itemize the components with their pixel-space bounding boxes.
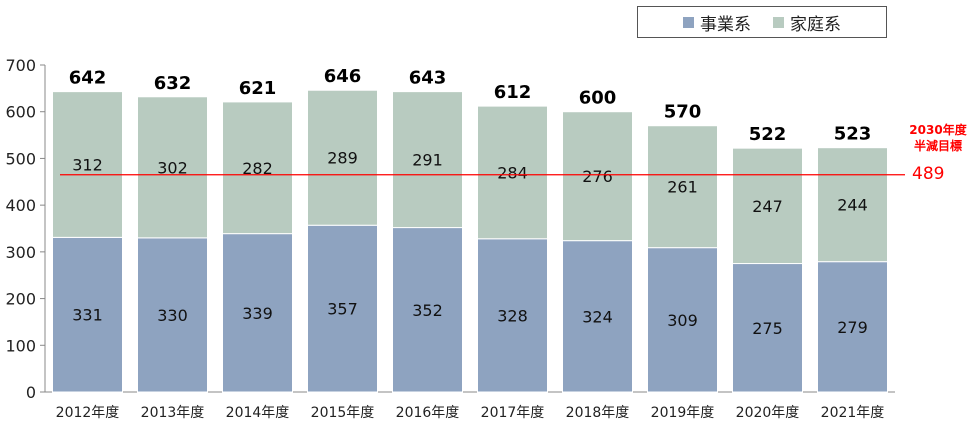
- bar-business: [562, 240, 633, 393]
- bar-household: [392, 91, 463, 229]
- x-tick-label: 2020年度: [736, 405, 800, 421]
- x-tick-label: 2021年度: [821, 405, 885, 421]
- data-label-total: 570: [664, 102, 702, 123]
- bar-household: [52, 91, 123, 238]
- data-label-total: 646: [324, 66, 362, 87]
- data-label-business: 324: [582, 307, 613, 326]
- legend-label-household: 家庭系: [790, 14, 841, 35]
- bar-business: [307, 224, 378, 393]
- y-tick-label: 600: [5, 103, 36, 122]
- data-label-total: 642: [69, 68, 107, 89]
- x-tick-label: 2013年度: [141, 405, 205, 421]
- y-tick-label: 100: [5, 336, 36, 355]
- x-tick-label: 2018年度: [566, 405, 630, 421]
- x-tick-label: 2012年度: [56, 405, 120, 421]
- bar-household: [732, 147, 803, 265]
- bar-business: [222, 233, 293, 393]
- bar-household: [647, 125, 718, 249]
- bar-business: [477, 238, 548, 393]
- data-label-business: 331: [72, 306, 103, 325]
- legend-swatch-business: [683, 16, 694, 28]
- legend-swatch-household: [773, 16, 784, 28]
- data-label-household: 302: [157, 158, 188, 177]
- data-label-business: 339: [242, 304, 273, 323]
- data-label-total: 523: [834, 124, 872, 145]
- data-label-business: 275: [752, 319, 783, 338]
- data-label-business: 279: [837, 318, 868, 337]
- legend-label-business: 事業系: [700, 14, 751, 35]
- data-label-total: 600: [579, 88, 617, 109]
- data-label-total: 522: [749, 124, 787, 145]
- legend-item-household: 家庭系: [773, 10, 841, 35]
- y-tick-label: 700: [5, 56, 36, 75]
- data-label-business: 352: [412, 301, 443, 320]
- y-tick-label: 200: [5, 290, 36, 309]
- y-tick-label: 0: [26, 383, 36, 402]
- bar-household: [222, 101, 293, 235]
- y-tick-label: 300: [5, 243, 36, 262]
- data-label-total: 632: [154, 73, 192, 94]
- data-label-household: 312: [72, 156, 103, 175]
- data-label-household: 276: [582, 167, 613, 186]
- bar-household: [817, 147, 888, 263]
- x-tick-label: 2015年度: [311, 405, 375, 421]
- x-tick-label: 2019年度: [651, 405, 715, 421]
- data-label-household: 282: [242, 159, 273, 178]
- data-label-household: 284: [497, 163, 528, 182]
- bar-business: [392, 227, 463, 393]
- bar-household: [137, 96, 208, 239]
- target-value-label: 489: [912, 164, 945, 184]
- bar-household: [562, 111, 633, 242]
- bar-business: [647, 247, 718, 393]
- data-label-total: 621: [239, 78, 277, 99]
- target-label-line2: 半減目標: [913, 139, 962, 153]
- data-label-total: 612: [494, 82, 532, 103]
- target-annotation: 2030年度 半減目標: [903, 122, 973, 154]
- y-tick-label: 500: [5, 149, 36, 168]
- x-tick-label: 2014年度: [226, 405, 290, 421]
- legend-item-business: 事業系: [683, 10, 751, 35]
- data-label-business: 328: [497, 306, 528, 325]
- bar-household: [307, 89, 378, 226]
- data-label-household: 291: [412, 151, 443, 170]
- y-tick-label: 400: [5, 196, 36, 215]
- data-label-household: 261: [667, 178, 698, 197]
- bar-household: [477, 105, 548, 240]
- bar-business: [732, 263, 803, 393]
- data-label-household: 247: [752, 197, 783, 216]
- bar-business: [817, 261, 888, 393]
- data-label-household: 244: [837, 196, 868, 215]
- data-label-business: 330: [157, 306, 188, 325]
- legend: 事業系 家庭系: [637, 6, 887, 38]
- data-label-total: 643: [409, 68, 447, 89]
- target-label-line1: 2030年度: [909, 123, 967, 137]
- x-tick-label: 2016年度: [396, 405, 460, 421]
- x-tick-label: 2017年度: [481, 405, 545, 421]
- bar-business: [137, 237, 208, 393]
- data-label-business: 309: [667, 311, 698, 330]
- data-label-business: 357: [327, 300, 358, 319]
- data-label-household: 289: [327, 149, 358, 168]
